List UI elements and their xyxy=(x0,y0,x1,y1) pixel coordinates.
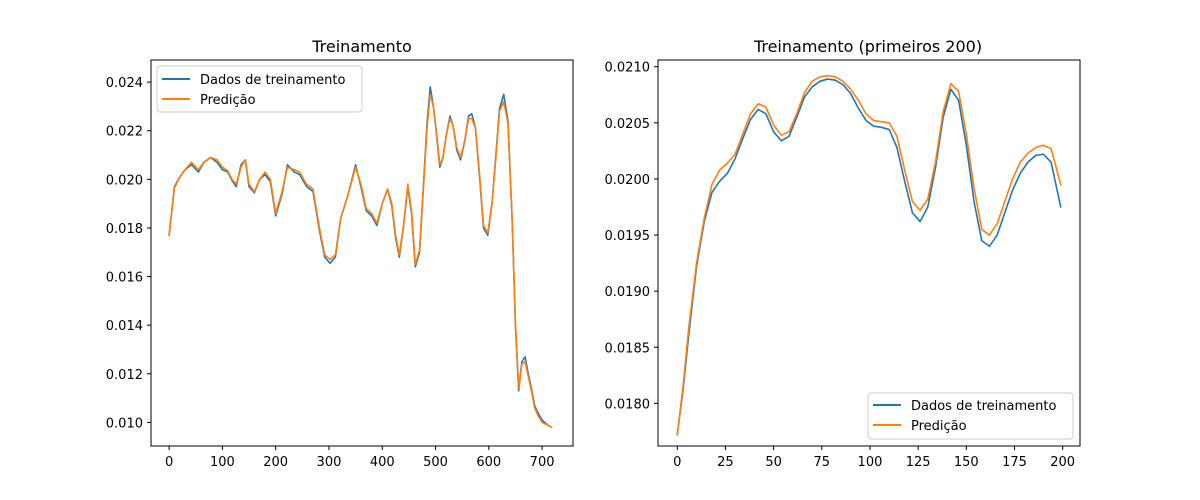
right-legend: Dados de treinamento Predição xyxy=(867,392,1074,440)
right-x-tick-label: 75 xyxy=(814,455,831,470)
left-x-tick-label: 100 xyxy=(210,455,235,470)
right-x-tick-label: 200 xyxy=(1050,455,1075,470)
left-legend-label-prediction: Predição xyxy=(200,93,256,108)
left-y-tick-label: 0.012 xyxy=(106,368,143,383)
left-chart: Treinamento 0 100 200 300 400 500 600 700 0.010… xyxy=(106,37,574,470)
right-y-tick-label: 0.0185 xyxy=(605,341,651,356)
right-y-tick-label: 0.0180 xyxy=(605,397,651,412)
right-prediction-line xyxy=(676,74,1062,436)
right-plot-lines xyxy=(676,74,1062,436)
right-y-tick-label: 0.0190 xyxy=(605,285,651,300)
left-x-tick-label: 700 xyxy=(530,455,555,470)
left-x-tick-label: 500 xyxy=(423,455,448,470)
right-x-tick-label: 150 xyxy=(954,455,979,470)
right-y-tick-label: 0.0210 xyxy=(605,61,651,76)
left-x-tick-label: 400 xyxy=(370,455,395,470)
right-x-tick-label: 125 xyxy=(906,455,931,470)
left-prediction-line xyxy=(168,93,553,429)
left-y-tick-label: 0.016 xyxy=(106,271,143,286)
right-x-tick-label: 25 xyxy=(717,455,734,470)
left-x-tick-label: 0 xyxy=(165,455,173,470)
left-legend: Dados de treinamento Predição xyxy=(156,65,363,113)
right-chart: Treinamento (primeiros 200) 0 25 50 75 100 12… xyxy=(605,37,1081,470)
left-x-tick-label: 600 xyxy=(476,455,501,470)
right-y-tick-label: 0.0200 xyxy=(605,173,651,188)
right-legend-label-prediction: Predição xyxy=(911,419,967,434)
right-x-axis: 0 25 50 75 100 125 150 175 200 xyxy=(673,446,1075,470)
left-axes-frame xyxy=(150,59,574,447)
left-x-tick-label: 200 xyxy=(263,455,288,470)
right-axes-frame xyxy=(657,59,1081,447)
right-x-tick-label: 175 xyxy=(1002,455,1027,470)
right-legend-label-training: Dados de treinamento xyxy=(911,399,1056,414)
left-plot-lines xyxy=(168,86,553,429)
left-y-tick-label: 0.010 xyxy=(106,416,143,431)
left-y-tick-label: 0.014 xyxy=(106,319,143,334)
left-legend-label-training: Dados de treinamento xyxy=(200,73,345,88)
right-x-tick-label: 100 xyxy=(858,455,883,470)
left-y-tick-label: 0.020 xyxy=(106,173,143,188)
right-y-tick-label: 0.0205 xyxy=(605,117,651,132)
right-x-tick-label: 0 xyxy=(673,455,681,470)
left-y-axis: 0.010 0.012 0.014 0.016 0.018 0.020 0.022 0.024 xyxy=(106,76,151,431)
left-x-axis: 0 100 200 300 400 500 600 700 xyxy=(165,446,555,470)
right-chart-title: Treinamento (primeiros 200) xyxy=(753,37,982,56)
right-y-axis: 0.0180 0.0185 0.0190 0.0195 0.0200 0.0205 0.02… xyxy=(605,61,658,412)
right-y-tick-label: 0.0195 xyxy=(605,229,651,244)
left-x-tick-label: 300 xyxy=(317,455,342,470)
right-training-line xyxy=(676,78,1062,436)
left-y-tick-label: 0.018 xyxy=(106,222,143,237)
left-y-tick-label: 0.024 xyxy=(106,76,143,91)
left-chart-title: Treinamento xyxy=(311,37,412,56)
right-legend-box xyxy=(867,392,1074,440)
left-y-tick-label: 0.022 xyxy=(106,125,143,140)
right-x-tick-label: 50 xyxy=(765,455,782,470)
left-legend-box xyxy=(156,65,363,113)
